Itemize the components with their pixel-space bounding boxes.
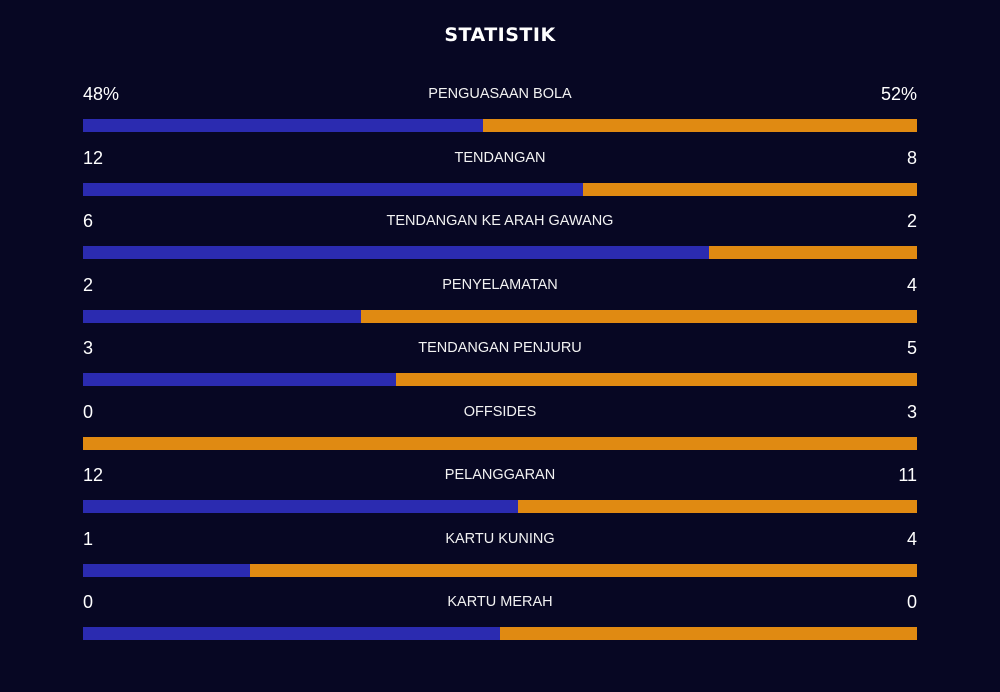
home-bar-segment xyxy=(83,309,361,323)
away-bar-segment xyxy=(483,119,917,132)
home-value: 0 xyxy=(83,401,94,422)
home-bar-segment xyxy=(83,563,250,577)
home-value: 48% xyxy=(83,84,120,104)
home-bar-segment xyxy=(83,627,500,640)
comparison-bar xyxy=(83,436,917,450)
stat-label: KARTU MERAH xyxy=(447,594,553,610)
comparison-bar xyxy=(83,119,917,132)
stat-label: TENDANGAN KE ARAH GAWANG xyxy=(386,213,614,229)
stat-label: PENGUASAAN BOLA xyxy=(428,86,572,102)
stat-label: KARTU KUNING xyxy=(445,530,555,547)
away-value: 4 xyxy=(906,528,917,549)
stat-row-possession: 48% PENGUASAAN BOLA 52% xyxy=(83,80,917,144)
away-bar-segment xyxy=(395,373,917,386)
comparison-bar xyxy=(83,563,917,577)
comparison-bar xyxy=(83,309,917,323)
section-title: STATISTIK xyxy=(444,24,556,46)
stat-row-shots: 12 TENDANGAN 8 xyxy=(83,144,917,208)
away-value: 5 xyxy=(906,338,917,358)
stat-row-shots-on-target: 6 TENDANGAN KE ARAH GAWANG 2 xyxy=(83,207,917,271)
away-bar-segment xyxy=(83,436,917,450)
home-value: 0 xyxy=(83,592,94,612)
home-bar-segment xyxy=(83,246,709,259)
away-value: 2 xyxy=(906,211,917,231)
away-value: 8 xyxy=(906,147,917,168)
stat-row-saves: 2 PENYELAMATAN 4 xyxy=(83,271,917,335)
stat-row-red-cards: 0 KARTU MERAH 0 xyxy=(83,588,917,652)
away-bar-segment xyxy=(518,500,917,513)
away-value: 52% xyxy=(880,84,917,104)
stat-label: OFFSIDES xyxy=(463,403,537,420)
comparison-bar xyxy=(83,182,917,196)
away-value: 4 xyxy=(906,274,917,295)
away-bar-segment xyxy=(249,563,917,577)
stat-label: PENYELAMATAN xyxy=(442,276,558,293)
stat-label: TENDANGAN PENJURU xyxy=(418,340,582,356)
home-value: 12 xyxy=(83,147,104,168)
stats-list: 48% PENGUASAAN BOLA 52% 12 TENDANGAN 8 xyxy=(83,80,917,652)
home-value: 6 xyxy=(83,211,94,231)
comparison-bar xyxy=(83,627,917,640)
away-value: 11 xyxy=(898,465,917,485)
home-bar-segment xyxy=(83,119,484,132)
stat-row-corners: 3 TENDANGAN PENJURU 5 xyxy=(83,334,917,398)
comparison-bar xyxy=(83,246,917,259)
home-bar-segment xyxy=(83,373,396,386)
home-value: 1 xyxy=(83,528,94,549)
home-value: 3 xyxy=(83,338,94,358)
home-bar-segment xyxy=(83,182,584,196)
home-value: 12 xyxy=(83,465,104,485)
comparison-bar xyxy=(83,373,917,386)
stat-row-fouls: 12 PELANGGARAN 11 xyxy=(83,461,917,525)
stat-row-offsides: 0 OFFSIDES 3 xyxy=(83,398,917,462)
stat-row-yellow-cards: 1 KARTU KUNING 4 xyxy=(83,525,917,589)
away-bar-segment xyxy=(500,627,917,640)
away-bar-segment xyxy=(708,246,917,259)
away-value: 3 xyxy=(906,401,917,422)
comparison-bar xyxy=(83,500,917,513)
away-value: 0 xyxy=(906,592,917,612)
away-bar-segment xyxy=(360,309,917,323)
stat-label: PELANGGARAN xyxy=(444,467,556,483)
home-value: 2 xyxy=(83,274,94,295)
away-bar-segment xyxy=(583,182,917,196)
stat-label: TENDANGAN xyxy=(454,149,546,166)
home-bar-segment xyxy=(83,500,519,513)
